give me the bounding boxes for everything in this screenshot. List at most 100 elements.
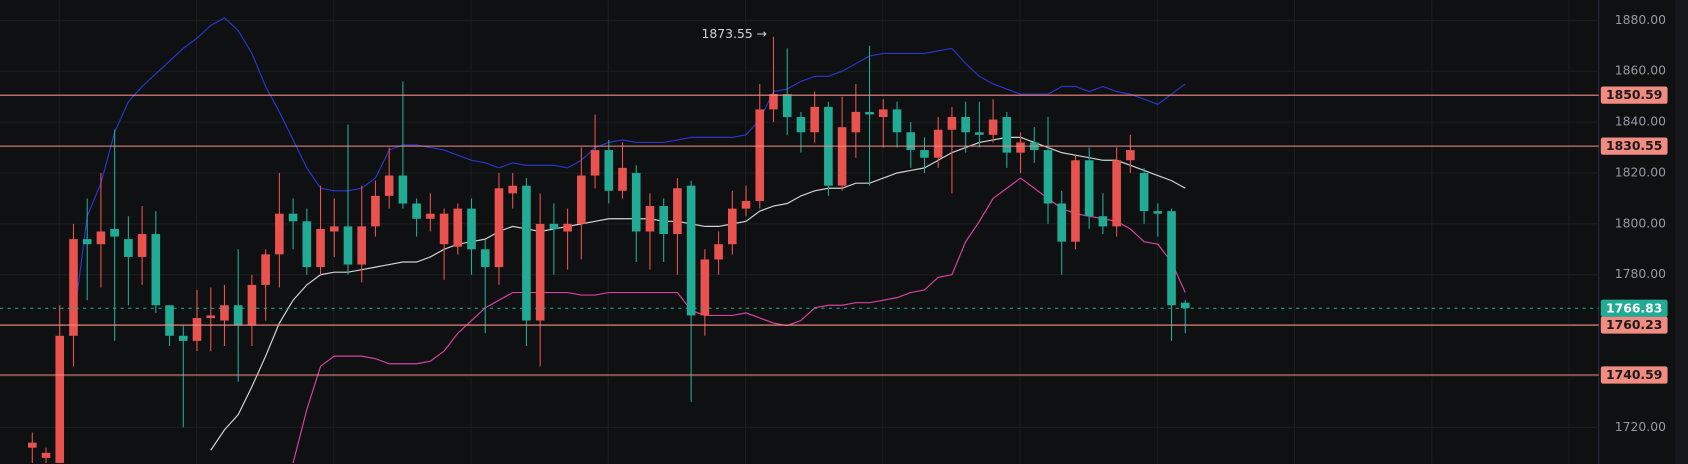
- candle-body: [796, 117, 806, 133]
- y-tick-label: 1820.00: [1615, 165, 1666, 179]
- candle-body: [549, 223, 559, 229]
- candle-body: [1071, 160, 1080, 242]
- candle-body: [686, 185, 696, 316]
- level-label: 1760.23: [1606, 318, 1662, 332]
- candle-body: [316, 228, 325, 268]
- candle-body: [220, 305, 229, 321]
- candle-body: [700, 259, 710, 316]
- candle-body: [755, 109, 765, 201]
- candle-body: [151, 234, 161, 306]
- candle-body: [975, 132, 984, 135]
- candle-body: [439, 213, 449, 245]
- candle-body: [1167, 211, 1176, 306]
- candle-body: [947, 117, 957, 130]
- y-tick-label: 1720.00: [1615, 420, 1666, 434]
- indicator-line: [292, 177, 1186, 464]
- candle-body: [1112, 160, 1121, 227]
- level-label: 1740.59: [1606, 368, 1662, 382]
- candle-body: [618, 167, 627, 191]
- candle-body: [810, 106, 819, 133]
- candle-body: [288, 213, 298, 222]
- candle-body: [878, 109, 888, 118]
- level-label: 1830.55: [1606, 139, 1662, 153]
- candle-body: [1002, 117, 1012, 153]
- level-label-box: [1600, 86, 1668, 104]
- candle-body: [124, 239, 133, 257]
- candle-body: [577, 175, 586, 224]
- candle-body: [631, 172, 641, 232]
- candle-body: [69, 239, 78, 336]
- candle-body: [412, 203, 421, 219]
- candle-body: [82, 239, 92, 245]
- candle-body: [275, 213, 284, 255]
- candle-body: [988, 119, 998, 135]
- candle-body: [453, 208, 463, 247]
- candle-body: [384, 175, 394, 196]
- candle-body: [206, 315, 216, 318]
- candle-body: [357, 226, 367, 265]
- candle-body: [302, 221, 312, 268]
- candle-body: [1057, 203, 1067, 242]
- side-strip: [1675, 0, 1688, 464]
- candle-body: [233, 305, 243, 326]
- candle-body: [645, 206, 655, 232]
- last-price-label: 1766.83: [1606, 301, 1662, 315]
- candle-body: [1139, 172, 1149, 212]
- candle-body: [837, 127, 847, 186]
- indicator-line: [72, 17, 1186, 324]
- candle-body: [494, 188, 504, 268]
- candle-body: [1126, 150, 1135, 161]
- y-tick-label: 1780.00: [1615, 267, 1666, 281]
- y-tick-label: 1880.00: [1615, 13, 1666, 27]
- candle-body: [1153, 211, 1163, 214]
- candle-body: [782, 94, 792, 118]
- candle-body: [673, 188, 682, 235]
- candle-body: [741, 200, 751, 209]
- candle-body: [933, 129, 943, 158]
- candle-body: [714, 244, 723, 260]
- candle-body: [522, 185, 531, 321]
- level-label-box: [1600, 366, 1668, 384]
- candle-body: [426, 213, 435, 219]
- candle-body: [165, 305, 174, 336]
- candle-body: [192, 317, 202, 341]
- candle-body: [728, 208, 737, 245]
- candle-body: [329, 226, 339, 232]
- candle-body: [865, 111, 874, 115]
- candle-body: [261, 254, 270, 285]
- candle-body: [906, 132, 916, 151]
- candle-body: [137, 234, 147, 257]
- candle-body: [110, 228, 119, 237]
- candle-body: [1098, 216, 1108, 227]
- candle-body: [41, 452, 51, 458]
- candle-body: [55, 335, 65, 463]
- candle-body: [96, 231, 106, 245]
- candle-body: [398, 175, 408, 204]
- candle-body: [535, 223, 545, 321]
- candle-body: [343, 226, 353, 265]
- candle-body: [563, 223, 572, 232]
- candle-body: [1180, 302, 1190, 309]
- candle-body: [659, 206, 668, 235]
- candle-body: [892, 109, 902, 133]
- last-price-box: [1600, 299, 1668, 317]
- candle-body: [961, 117, 970, 133]
- candle-body: [851, 111, 861, 133]
- level-label-box: [1600, 137, 1668, 155]
- candle-body: [508, 185, 518, 194]
- candle-body: [247, 284, 257, 326]
- candle-body: [590, 150, 600, 176]
- y-tick-label: 1840.00: [1615, 115, 1666, 129]
- level-label: 1850.59: [1606, 88, 1662, 102]
- candle-body: [480, 249, 490, 268]
- y-tick-label: 1860.00: [1615, 64, 1666, 78]
- y-tick-label: 1800.00: [1615, 216, 1666, 230]
- candle-body: [178, 335, 188, 341]
- candle-body: [920, 150, 929, 158]
- candle-body: [467, 208, 476, 250]
- candle-body: [769, 94, 778, 110]
- candle-body: [27, 442, 37, 448]
- level-label-box: [1600, 316, 1668, 334]
